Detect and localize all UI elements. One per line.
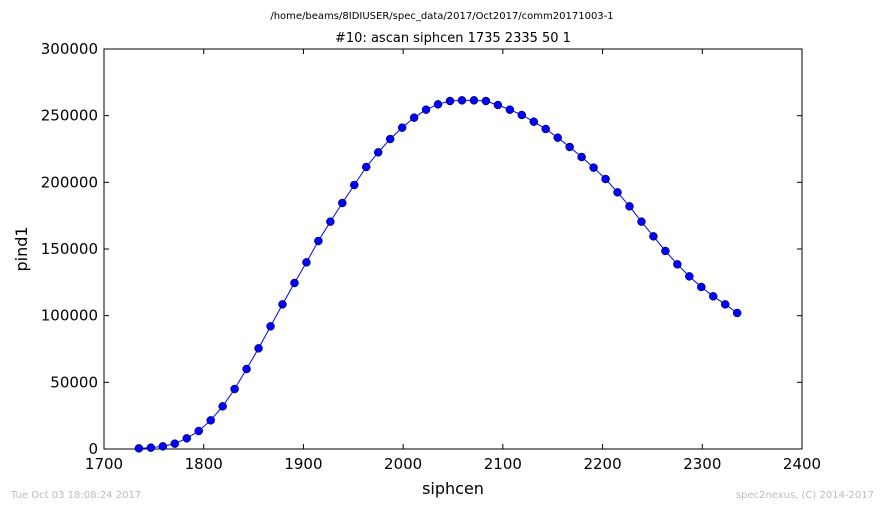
x-tick-label: 2000 bbox=[384, 455, 422, 473]
data-point bbox=[457, 96, 467, 105]
x-tick-label: 1900 bbox=[284, 455, 322, 473]
y-tick-label: 50000 bbox=[50, 373, 98, 391]
data-point bbox=[146, 443, 156, 452]
data-point bbox=[553, 133, 562, 142]
data-point bbox=[732, 308, 742, 318]
data-point bbox=[409, 113, 419, 122]
file-path-text: /home/beams/8IDIUSER/spec_data/2017/Oct2… bbox=[270, 11, 613, 22]
data-point bbox=[421, 105, 431, 114]
data-point bbox=[433, 100, 443, 109]
data-point bbox=[685, 272, 694, 281]
data-point bbox=[649, 232, 658, 241]
data-point bbox=[720, 300, 730, 309]
data-point bbox=[397, 123, 407, 132]
data-point bbox=[445, 96, 455, 106]
y-tick-label: 250000 bbox=[41, 107, 98, 125]
data-point bbox=[493, 100, 503, 110]
data-point bbox=[266, 322, 275, 331]
data-point bbox=[218, 402, 227, 411]
data-point bbox=[385, 134, 395, 144]
x-tick-label: 2300 bbox=[683, 455, 721, 473]
data-point bbox=[673, 260, 682, 269]
data-point bbox=[254, 344, 263, 353]
data-point bbox=[601, 174, 610, 184]
data-point bbox=[577, 152, 586, 162]
ticks-layer: 1700 1800 1900 2000 2100 2200 2300 2400 0 50000 10… bbox=[41, 40, 821, 473]
data-point bbox=[661, 246, 670, 256]
y-tick-label: 150000 bbox=[41, 240, 98, 258]
y-tick-label: 0 bbox=[88, 440, 98, 458]
data-point bbox=[373, 148, 383, 157]
data-point bbox=[242, 364, 251, 374]
y-tick-label: 100000 bbox=[41, 307, 98, 325]
data-point bbox=[541, 124, 550, 134]
data-point bbox=[589, 163, 598, 172]
chart-title: #10: ascan siphcen 1735 2335 50 1 bbox=[335, 31, 571, 46]
data-point bbox=[361, 162, 371, 172]
data-point bbox=[709, 292, 718, 301]
data-point bbox=[625, 202, 634, 211]
data-point bbox=[613, 188, 622, 197]
data-point bbox=[637, 217, 646, 226]
data-point bbox=[469, 96, 479, 105]
data-point bbox=[134, 444, 144, 453]
data-point bbox=[326, 217, 335, 226]
series-layer bbox=[134, 96, 742, 453]
data-point bbox=[230, 384, 239, 394]
footer-credit: spec2nexus, (C) 2014-2017 bbox=[736, 490, 874, 501]
data-point bbox=[290, 278, 299, 288]
data-point bbox=[565, 142, 574, 152]
data-point bbox=[517, 110, 527, 120]
plot-area: 1700 1800 1900 2000 2100 2200 2300 2400 0 50000 10… bbox=[41, 40, 821, 473]
data-point bbox=[529, 117, 539, 126]
x-axis-label: siphcen bbox=[422, 479, 484, 498]
data-point bbox=[505, 105, 515, 114]
data-point bbox=[278, 300, 287, 309]
y-tick-label: 200000 bbox=[41, 173, 98, 191]
data-point bbox=[302, 258, 311, 267]
y-tick-label: 300000 bbox=[41, 40, 98, 58]
data-point bbox=[170, 439, 180, 448]
footer-timestamp: Tue Oct 03 18:08:24 2017 bbox=[10, 490, 141, 501]
data-point bbox=[697, 282, 706, 292]
x-tick-label: 2100 bbox=[484, 455, 522, 473]
data-point bbox=[194, 426, 203, 436]
x-tick-label: 1700 bbox=[85, 455, 123, 473]
plot-frame bbox=[103, 48, 803, 450]
data-point bbox=[350, 180, 359, 190]
data-point bbox=[158, 442, 168, 451]
data-point bbox=[206, 416, 215, 425]
y-axis-label: pind1 bbox=[12, 226, 31, 271]
data-point bbox=[338, 198, 347, 208]
data-point bbox=[182, 434, 192, 443]
data-point bbox=[314, 236, 323, 246]
x-tick-label: 2400 bbox=[783, 455, 821, 473]
x-tick-label: 2200 bbox=[583, 455, 621, 473]
data-point bbox=[481, 96, 491, 106]
x-tick-label: 1800 bbox=[185, 455, 223, 473]
